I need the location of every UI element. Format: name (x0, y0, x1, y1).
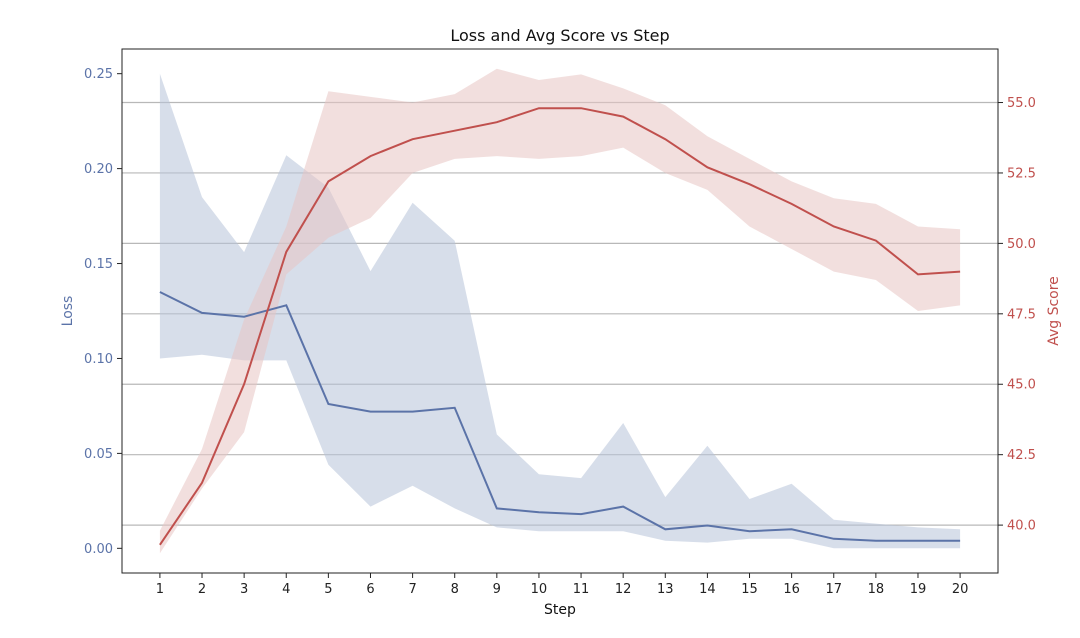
chart-title: Loss and Avg Score vs Step (450, 26, 669, 45)
right-y-tick-label: 45.0 (1007, 378, 1036, 393)
confidence-bands (159, 68, 961, 554)
x-tick-label: 5 (324, 582, 332, 597)
x-tick-label: 10 (531, 582, 548, 597)
left-y-tick-label: 0.00 (84, 542, 113, 557)
left-y-axis-label: Loss (60, 296, 76, 327)
right-y-tick-label: 42.5 (1007, 448, 1036, 463)
right-y-tick-label: 47.5 (1007, 307, 1036, 322)
x-tick-label: 4 (282, 582, 290, 597)
avg-score-line (159, 107, 961, 546)
x-tick-label: 6 (366, 582, 374, 597)
x-tick-label: 8 (451, 582, 459, 597)
x-tick-label: 12 (615, 582, 632, 597)
x-tick-label: 13 (657, 582, 674, 597)
loss-band (159, 73, 961, 549)
right-y-ticks: 40.0 42.5 45.0 47.5 50.0 52.5 55.0 (998, 96, 1036, 534)
x-tick-label: 9 (493, 582, 501, 597)
x-tick-label: 2 (198, 582, 206, 597)
x-tick-label: 18 (868, 582, 885, 597)
x-tick-label: 11 (573, 582, 590, 597)
right-y-axis-label: Avg Score (1046, 276, 1062, 346)
x-tick-label: 16 (783, 582, 800, 597)
x-tick-label: 20 (952, 582, 969, 597)
x-axis-label: Step (544, 602, 576, 618)
series-lines (159, 107, 961, 546)
left-y-tick-label: 0.25 (84, 67, 113, 82)
x-tick-label: 17 (825, 582, 842, 597)
x-tick-label: 1 (156, 582, 164, 597)
right-y-tick-label: 40.0 (1007, 519, 1036, 534)
right-y-tick-label: 50.0 (1007, 237, 1036, 252)
left-y-tick-label: 0.10 (84, 352, 113, 367)
x-tick-label: 7 (408, 582, 416, 597)
left-y-ticks: 0.00 0.05 0.10 0.15 0.20 0.25 (84, 67, 122, 557)
plot-frame (121, 48, 999, 574)
x-tick-label: 14 (699, 582, 716, 597)
left-y-tick-label: 0.15 (84, 257, 113, 272)
x-ticks: 1 2 3 4 5 6 7 8 9 10 11 12 13 14 15 16 17 18 19 20 (156, 573, 969, 597)
right-y-tick-label: 55.0 (1007, 96, 1036, 111)
left-y-tick-label: 0.05 (84, 447, 113, 462)
left-y-tick-label: 0.20 (84, 162, 113, 177)
x-tick-label: 19 (910, 582, 927, 597)
loss-line (159, 291, 961, 542)
right-y-tick-label: 52.5 (1007, 166, 1036, 181)
x-tick-label: 15 (741, 582, 758, 597)
x-tick-label: 3 (240, 582, 248, 597)
